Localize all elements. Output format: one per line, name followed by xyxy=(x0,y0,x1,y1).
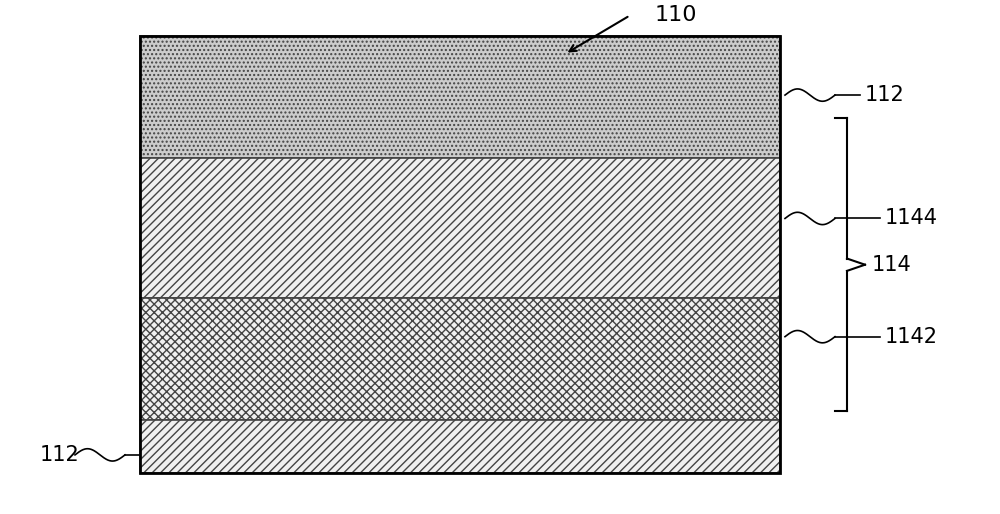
Bar xyxy=(140,36,780,473)
Text: 1142: 1142 xyxy=(885,327,938,346)
Bar xyxy=(140,158,780,298)
Bar xyxy=(140,36,780,158)
Text: 112: 112 xyxy=(40,445,80,465)
Text: 114: 114 xyxy=(872,255,912,274)
Text: 1144: 1144 xyxy=(885,209,938,228)
Text: 112: 112 xyxy=(865,85,905,105)
Bar xyxy=(140,420,780,473)
Bar xyxy=(140,298,780,420)
Text: 110: 110 xyxy=(655,6,698,25)
